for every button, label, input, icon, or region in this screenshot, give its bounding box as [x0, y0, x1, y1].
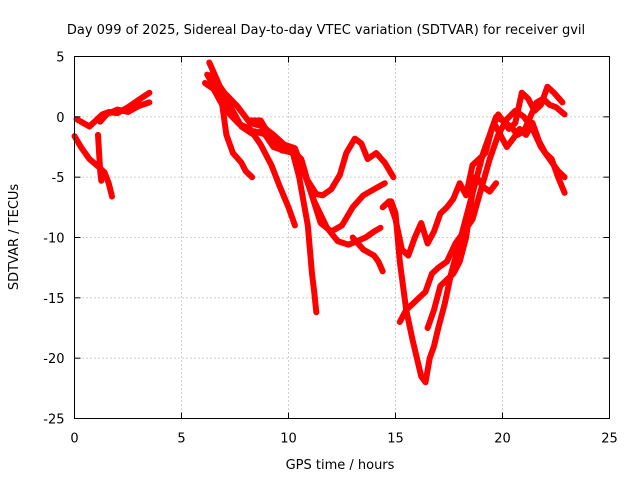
data-traces	[71, 59, 568, 386]
data-series-15	[424, 174, 478, 331]
axis-ticks: 0 5 10 15 20 25 5 0 -5 -10 -15 -20 -25	[43, 51, 618, 447]
data-series-17	[473, 174, 500, 195]
x-axis-label: GPS time / hours	[286, 458, 395, 473]
x-tick-label: 10	[280, 432, 297, 447]
data-series-4	[95, 131, 105, 184]
y-tick-label: -5	[52, 171, 65, 186]
data-series-3	[97, 99, 153, 125]
data-series-6	[204, 71, 298, 229]
y-tick-label: 0	[56, 111, 64, 126]
x-tick-label: 20	[494, 432, 511, 447]
y-tick-label: -20	[43, 352, 64, 367]
x-tick-label: 25	[601, 432, 618, 447]
x-tick-label: 5	[177, 432, 185, 447]
data-series-11	[349, 234, 386, 275]
data-series-1	[71, 133, 115, 200]
x-tick-label: 15	[387, 432, 404, 447]
y-tick-label: 5	[56, 51, 64, 66]
data-series-16	[490, 119, 568, 196]
y-tick-label: -15	[43, 292, 64, 307]
chart-title: Day 099 of 2025, Sidereal Day-to-day VTE…	[67, 23, 585, 38]
x-tick-label: 0	[70, 432, 78, 447]
y-tick-label: -25	[43, 413, 64, 428]
y-tick-label: -10	[43, 232, 64, 247]
data-series-8	[206, 59, 320, 316]
data-series-10	[251, 128, 384, 248]
grid-lines	[74, 56, 610, 419]
y-axis-label: SDTVAR / TECUs	[7, 184, 22, 291]
